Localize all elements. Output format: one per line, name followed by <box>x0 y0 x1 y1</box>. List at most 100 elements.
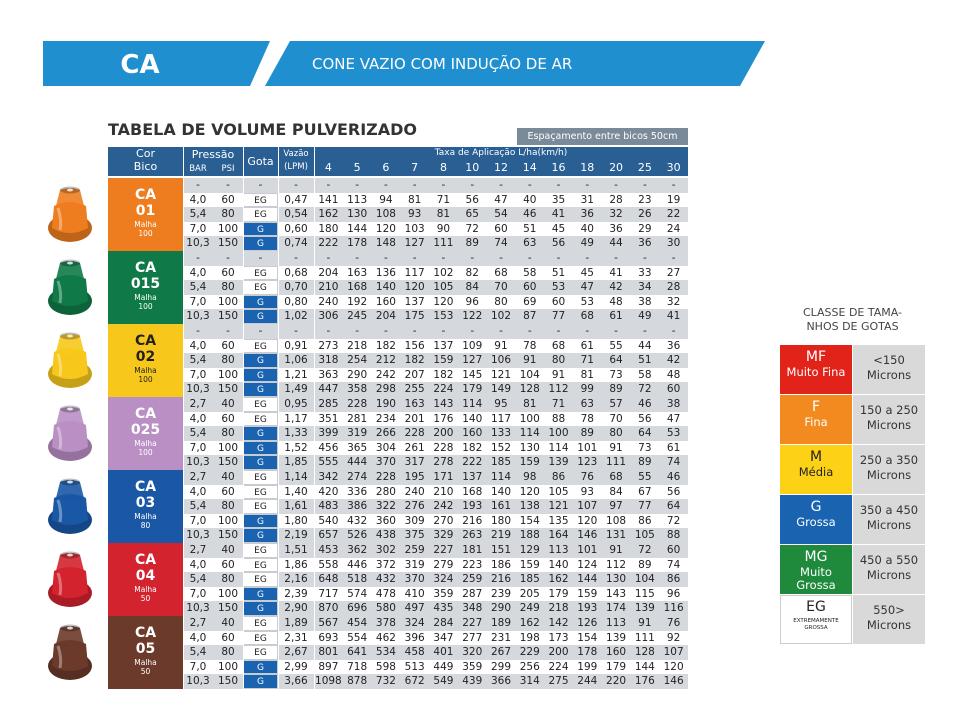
cell: 449 <box>433 660 454 673</box>
class-name: EXTREMAMENTE GROSSA <box>793 618 839 631</box>
nozzle-size: 03 <box>135 494 156 511</box>
cell: 36 <box>580 208 594 221</box>
cell: 70 <box>609 412 623 425</box>
mesh-size: 100 <box>138 374 153 384</box>
cell: 109 <box>462 339 483 352</box>
placeholder-cell: - <box>499 252 503 264</box>
cell: 151 <box>490 544 512 556</box>
nozzle-icon <box>48 259 92 315</box>
cell: 34 <box>638 281 652 294</box>
cell: 7,0 <box>189 514 207 527</box>
cell: 150 <box>217 383 239 396</box>
drop-cell: G <box>243 382 278 397</box>
drop-cell: G <box>243 528 278 543</box>
cell: 5,4 <box>189 646 207 659</box>
cell: 182 <box>375 339 396 352</box>
mesh-size: 80 <box>140 520 151 530</box>
class-code: F <box>811 399 821 415</box>
row-bg <box>183 630 688 646</box>
cell: 99 <box>580 383 594 396</box>
cell: 40 <box>221 544 235 556</box>
cell: 107 <box>577 500 598 513</box>
class-code: G <box>810 499 822 515</box>
cell: 150 <box>217 310 239 323</box>
cell: 42 <box>609 281 623 294</box>
cell: 102 <box>433 266 454 279</box>
cell: 261 <box>404 441 425 454</box>
drop-cell: EG <box>243 645 278 660</box>
cell: 2,7 <box>189 617 207 629</box>
class-unit: Microns <box>866 618 912 632</box>
row-bg <box>183 440 688 456</box>
placeholder-cell: - <box>258 252 263 264</box>
cell: 4,0 <box>189 339 207 352</box>
cell: 60 <box>221 193 235 206</box>
cell: 61 <box>580 339 594 352</box>
cell: 71 <box>580 354 594 367</box>
row-bg <box>183 236 688 251</box>
cell: 193 <box>577 602 598 615</box>
cell: 72 <box>465 222 479 235</box>
placeholder-cell: - <box>642 252 647 264</box>
placeholder-cell: - <box>226 179 230 191</box>
cell: 518 <box>347 573 368 586</box>
cell: 36 <box>609 222 623 235</box>
cell: 101 <box>577 544 598 556</box>
cell: 77 <box>551 310 566 323</box>
banner-right <box>265 41 765 86</box>
nozzle-name: CA <box>134 405 157 422</box>
cell: 274 <box>347 471 368 483</box>
cell: 438 <box>375 529 396 542</box>
cell: 222 <box>462 456 483 469</box>
class-range-bg <box>853 445 925 494</box>
cell: 116 <box>663 602 684 615</box>
placeholder-cell: - <box>470 179 475 191</box>
cell: 115 <box>634 587 655 600</box>
cell: 53 <box>551 281 566 294</box>
cell: 1,85 <box>284 456 308 469</box>
cell: 93 <box>407 208 422 221</box>
cell: 285 <box>318 398 339 410</box>
header-nozzle: Cor <box>136 147 155 160</box>
cell: 10,3 <box>186 602 210 615</box>
cell: 359 <box>462 660 483 673</box>
cell: 718 <box>347 660 368 673</box>
cell: 1,06 <box>284 354 308 367</box>
cell: 88 <box>551 412 566 425</box>
cell: 72 <box>638 544 652 556</box>
cell: 139 <box>548 456 569 469</box>
column-line <box>243 147 244 689</box>
cell: 1,52 <box>284 441 308 454</box>
cell: 276 <box>404 500 425 513</box>
cell: 598 <box>375 660 396 673</box>
cell: 558 <box>318 558 339 571</box>
cell: 228 <box>404 427 425 440</box>
placeholder-cell: - <box>642 325 647 337</box>
row-bg <box>183 207 688 222</box>
cell: 218 <box>548 602 569 615</box>
cell: 4,0 <box>189 558 207 571</box>
cell: 88 <box>666 529 681 542</box>
cell: 435 <box>433 602 454 615</box>
class-name: Fina <box>804 415 828 429</box>
row-bg <box>183 674 688 689</box>
header-speed: 25 <box>637 161 652 174</box>
cell: 74 <box>666 456 681 469</box>
placeholder-cell: - <box>412 179 417 191</box>
cell: 137 <box>462 471 483 483</box>
nozzle-name: CA <box>134 478 157 495</box>
cell: 135 <box>548 514 569 527</box>
cell: 378 <box>375 617 396 629</box>
mesh-label: Malha <box>134 365 157 375</box>
cell: 63 <box>580 398 594 410</box>
cell: 4,0 <box>189 266 207 279</box>
cell: 231 <box>490 631 512 644</box>
cell: 87 <box>523 310 537 323</box>
cell: 80 <box>221 208 235 221</box>
cell: 204 <box>375 310 396 323</box>
drop-cell: G <box>243 659 278 675</box>
cell: 370 <box>404 573 425 586</box>
cell: 71 <box>551 398 566 410</box>
nozzle-name: CA <box>134 332 157 349</box>
cell: 97 <box>609 500 623 513</box>
